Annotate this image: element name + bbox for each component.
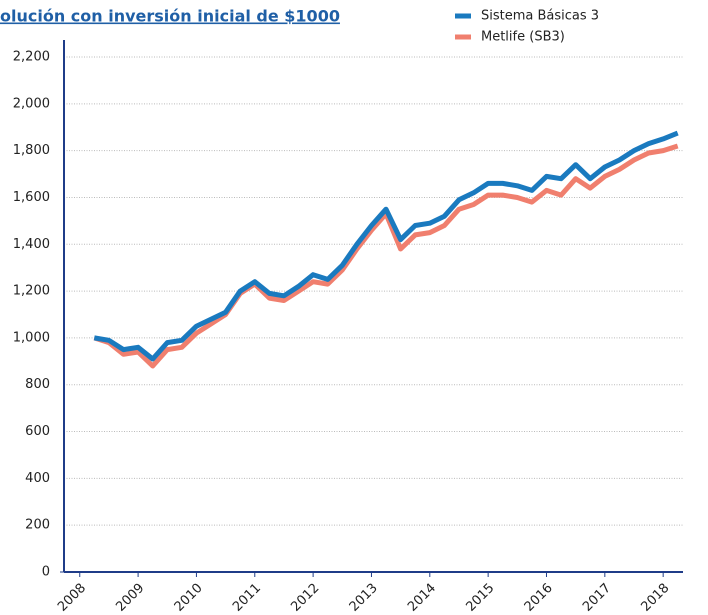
y-tick-label: 1,600	[13, 190, 50, 205]
x-tick-label: 2011	[230, 581, 264, 615]
y-tick-label: 1,800	[13, 143, 50, 158]
legend-label: Sistema Básicas 3	[481, 9, 599, 24]
chart-title: olución con inversión inicial de $1000	[0, 7, 340, 26]
x-tick-label: 2013	[347, 581, 381, 615]
y-tick-label: 1,000	[13, 330, 50, 345]
x-tick-label: 2014	[405, 581, 439, 615]
x-tick-label: 2008	[55, 581, 89, 615]
legend-label: Metlife (SB3)	[481, 30, 565, 45]
x-tick-label: 2015	[463, 581, 497, 615]
y-tick-label: 1,200	[13, 284, 50, 299]
y-tick-label: 0	[42, 565, 50, 580]
x-tick-label: 2017	[580, 581, 614, 615]
x-tick-label: 2012	[288, 581, 322, 615]
y-tick-label: 2,200	[13, 50, 50, 65]
x-tick-label: 2018	[638, 581, 672, 615]
y-tick-label: 1,400	[13, 237, 50, 252]
y-tick-label: 800	[25, 377, 50, 392]
y-tick-label: 200	[25, 518, 50, 533]
y-tick-label: 600	[25, 424, 50, 439]
series-line	[93, 130, 679, 362]
x-tick-label: 2016	[522, 581, 556, 615]
y-tick-label: 400	[25, 471, 50, 486]
y-tick-label: 2,000	[13, 96, 50, 111]
x-tick-label: 2010	[172, 581, 206, 615]
x-tick-label: 2009	[113, 581, 147, 615]
